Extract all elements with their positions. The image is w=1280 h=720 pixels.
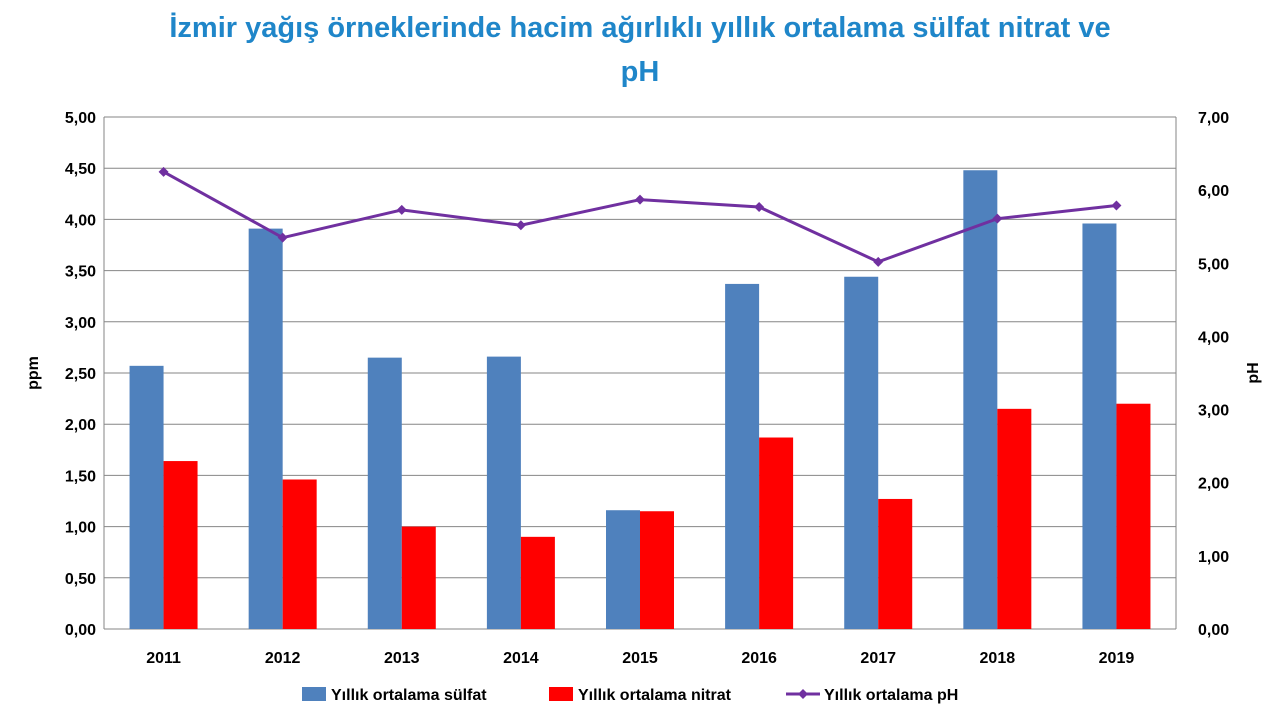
chart-title: İzmir yağış örneklerinde hacim ağırlıklı… [0, 6, 1280, 94]
y2-axis-title: pH [1245, 362, 1262, 383]
bar-sulfat [129, 365, 164, 629]
y2-tick-label: 6,00 [1198, 183, 1229, 200]
bar-nitrat [997, 408, 1032, 629]
ph-point [277, 232, 288, 243]
bar-sulfat [606, 510, 640, 629]
y2-tick-label: 4,00 [1198, 329, 1229, 346]
bar-sulfat [725, 283, 760, 629]
bar-sulfat [248, 228, 283, 629]
ph-point [635, 194, 645, 205]
bar-sulfat [963, 170, 998, 630]
y-tick-label: 0,00 [65, 622, 96, 639]
legend-swatch-sulfat [302, 687, 326, 701]
bar-sulfat [844, 276, 879, 629]
chart-title-line1: İzmir yağış örneklerinde hacim ağırlıklı… [169, 12, 1111, 44]
y2-tick-label: 1,00 [1198, 549, 1229, 566]
y-axis-title: ppm [25, 356, 42, 390]
y2-tick-label: 5,00 [1198, 256, 1229, 273]
ph-point [158, 166, 169, 177]
ph-point [754, 201, 765, 212]
bar-nitrat [759, 437, 794, 629]
x-tick-label: 2011 [146, 650, 181, 667]
y2-tick-label: 3,00 [1198, 403, 1229, 420]
y-tick-label: 4,00 [65, 212, 96, 229]
x-tick-label: 2014 [503, 650, 539, 667]
y-tick-label: 2,00 [65, 417, 96, 434]
x-tick-label: 2013 [384, 650, 420, 667]
legend-label-ph: Yıllık ortalama pH [824, 687, 958, 704]
legend-swatch-nitrat [549, 687, 573, 701]
x-tick-label: 2016 [741, 650, 777, 667]
y-tick-label: 2,50 [65, 366, 96, 383]
legend-swatch-ph-marker [798, 689, 808, 699]
y2-tick-label: 7,00 [1198, 110, 1229, 127]
bar-nitrat [401, 526, 436, 629]
y2-tick-label: 0,00 [1198, 622, 1229, 639]
y-tick-label: 3,50 [65, 264, 96, 281]
x-tick-label: 2012 [265, 650, 301, 667]
x-tick-label: 2015 [622, 650, 658, 667]
bar-nitrat [640, 511, 674, 629]
y-tick-label: 1,50 [65, 468, 96, 485]
legend-label-nitrat: Yıllık ortalama nitrat [578, 687, 732, 704]
bar-nitrat [520, 536, 555, 629]
y-tick-label: 4,50 [65, 161, 96, 178]
x-tick-label: 2017 [860, 650, 896, 667]
bar-sulfat [1082, 223, 1117, 629]
y-tick-label: 3,00 [65, 315, 96, 332]
ph-point [873, 256, 884, 267]
bar-sulfat [367, 357, 402, 629]
y-tick-label: 0,50 [65, 571, 96, 588]
ph-point [1111, 200, 1122, 211]
legend-label-sulfat: Yıllık ortalama sülfat [331, 687, 487, 704]
bar-nitrat [1116, 403, 1151, 629]
ph-point [396, 204, 407, 215]
chart-title-line2: pH [620, 56, 660, 88]
y-tick-label: 1,00 [65, 520, 96, 537]
bar-nitrat [878, 498, 913, 629]
y-tick-label: 5,00 [65, 110, 96, 127]
x-tick-label: 2018 [980, 650, 1016, 667]
ph-point [992, 213, 1003, 224]
ph-point [515, 220, 526, 231]
bar-nitrat [282, 479, 317, 629]
bar-nitrat [163, 461, 198, 629]
x-tick-label: 2019 [1099, 650, 1135, 667]
bar-sulfat [486, 356, 521, 629]
y2-tick-label: 2,00 [1198, 476, 1229, 493]
